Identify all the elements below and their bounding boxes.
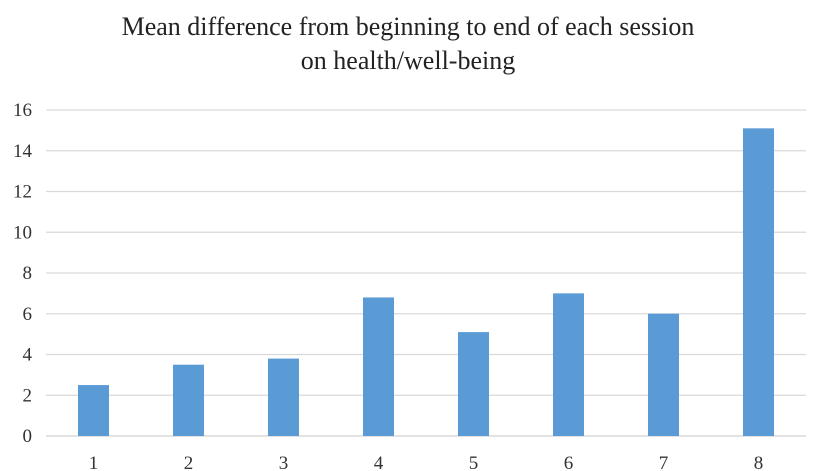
bar-5 — [458, 332, 489, 436]
bar-6 — [553, 293, 584, 436]
x-tick-label-1: 1 — [89, 453, 99, 471]
y-tick-label-6: 6 — [23, 304, 33, 325]
y-tick-label-10: 10 — [13, 222, 32, 243]
x-tick-label-8: 8 — [754, 453, 764, 471]
y-tick-label-4: 4 — [23, 345, 33, 366]
x-tick-label-4: 4 — [374, 453, 384, 471]
gridlines — [46, 109, 806, 437]
x-tick-label-3: 3 — [279, 453, 289, 471]
bar-1 — [78, 385, 109, 436]
y-tick-label-0: 0 — [23, 426, 33, 447]
y-axis-ticks: 0 2 4 6 8 10 12 14 16 — [13, 100, 33, 447]
bar-3 — [268, 358, 299, 436]
y-tick-label-8: 8 — [23, 263, 33, 284]
x-tick-label-2: 2 — [184, 453, 194, 471]
y-tick-label-2: 2 — [23, 385, 33, 406]
x-tick-label-7: 7 — [659, 453, 669, 471]
y-tick-label-16: 16 — [13, 100, 32, 121]
x-tick-label-5: 5 — [469, 453, 479, 471]
chart-title: Mean difference from beginning to end of… — [0, 10, 816, 78]
x-tick-label-6: 6 — [564, 453, 574, 471]
x-axis-ticks: 1 2 3 4 5 6 7 8 — [89, 453, 764, 471]
chart-title-line-2: on health/well-being — [300, 46, 516, 75]
bar-2 — [173, 364, 204, 436]
bar-4 — [363, 297, 394, 436]
chart-title-line-1: Mean difference from beginning to end of… — [121, 12, 695, 41]
bars — [78, 128, 774, 436]
bar-8 — [743, 128, 774, 436]
y-tick-label-12: 12 — [13, 182, 32, 203]
y-tick-label-14: 14 — [13, 141, 33, 162]
bar-7 — [648, 313, 679, 436]
